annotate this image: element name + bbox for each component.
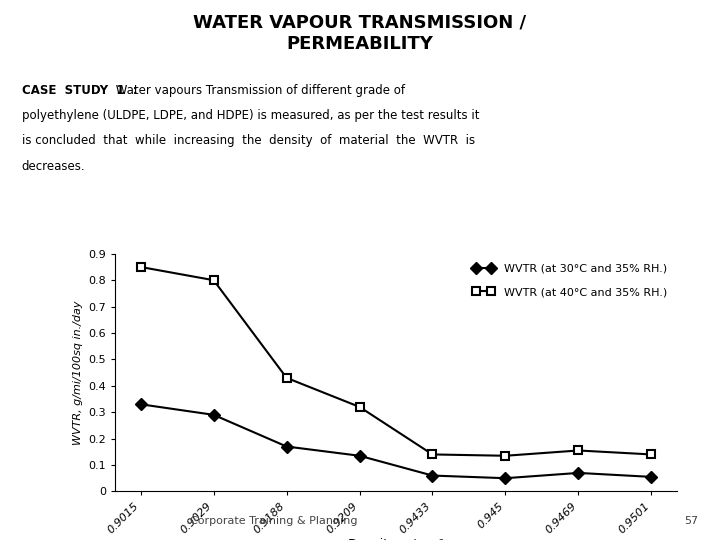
Text: WATER VAPOUR TRANSMISSION /: WATER VAPOUR TRANSMISSION / xyxy=(194,14,526,31)
WVTR (at 30°C and 35% RH.) xyxy=(355,453,364,459)
Text: PERMEABILITY: PERMEABILITY xyxy=(287,35,433,53)
Line: WVTR (at 30°C and 35% RH.): WVTR (at 30°C and 35% RH.) xyxy=(137,400,655,482)
WVTR (at 40°C and 35% RH.) xyxy=(501,453,510,459)
X-axis label: Density, g/ cm³: Density, g/ cm³ xyxy=(348,538,444,540)
Text: 57: 57 xyxy=(684,516,698,526)
WVTR (at 40°C and 35% RH.) xyxy=(355,404,364,410)
Text: CASE  STUDY  1  :: CASE STUDY 1 : xyxy=(22,84,138,97)
WVTR (at 40°C and 35% RH.) xyxy=(210,277,218,284)
WVTR (at 30°C and 35% RH.) xyxy=(574,470,582,476)
Text: polyethylene (ULDPE, LDPE, and HDPE) is measured, as per the test results it: polyethylene (ULDPE, LDPE, and HDPE) is … xyxy=(22,109,479,122)
Legend: WVTR (at 30°C and 35% RH.), WVTR (at 40°C and 35% RH.): WVTR (at 30°C and 35% RH.), WVTR (at 40°… xyxy=(468,259,671,301)
WVTR (at 40°C and 35% RH.) xyxy=(647,451,656,458)
Text: decreases.: decreases. xyxy=(22,160,85,173)
Line: WVTR (at 40°C and 35% RH.): WVTR (at 40°C and 35% RH.) xyxy=(137,263,655,460)
WVTR (at 30°C and 35% RH.) xyxy=(428,472,437,479)
WVTR (at 40°C and 35% RH.) xyxy=(574,447,582,454)
WVTR (at 40°C and 35% RH.) xyxy=(136,264,145,270)
WVTR (at 40°C and 35% RH.) xyxy=(428,451,437,458)
WVTR (at 30°C and 35% RH.) xyxy=(210,411,218,418)
WVTR (at 30°C and 35% RH.) xyxy=(501,475,510,482)
Text: is concluded  that  while  increasing  the  density  of  material  the  WVTR  is: is concluded that while increasing the d… xyxy=(22,134,474,147)
Y-axis label: WVTR, g/mi/100sq in./day: WVTR, g/mi/100sq in./day xyxy=(73,300,83,445)
Text: Water vapours Transmission of different grade of: Water vapours Transmission of different … xyxy=(112,84,405,97)
WVTR (at 30°C and 35% RH.) xyxy=(136,401,145,408)
WVTR (at 30°C and 35% RH.) xyxy=(282,443,291,450)
WVTR (at 30°C and 35% RH.) xyxy=(647,474,656,480)
Text: Corporate Training & Planning: Corporate Training & Planning xyxy=(190,516,357,526)
WVTR (at 40°C and 35% RH.) xyxy=(282,375,291,381)
